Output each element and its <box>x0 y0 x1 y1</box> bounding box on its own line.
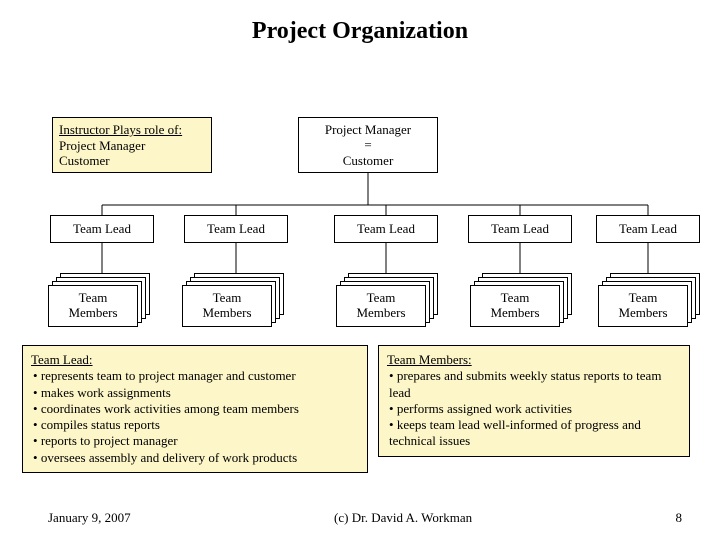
list-item: keeps team lead well-informed of progres… <box>389 417 681 450</box>
org-chart: Instructor Plays role of: Project Manage… <box>0 55 720 345</box>
team-members-label: TeamMembers <box>490 291 539 321</box>
instructor-line2: Customer <box>59 153 110 169</box>
footer-copyright: (c) Dr. David A. Workman <box>334 510 472 526</box>
page-title: Project Organization <box>0 0 720 55</box>
team-lead-box: Team Lead <box>596 215 700 243</box>
pm-line2: = <box>364 137 371 153</box>
list-item: reports to project manager <box>33 433 359 449</box>
team-members-desc-heading: Team Members: <box>387 352 472 367</box>
team-members-label: TeamMembers <box>618 291 667 321</box>
team-members-description: Team Members: prepares and submits weekl… <box>378 345 690 457</box>
team-lead-box: Team Lead <box>50 215 154 243</box>
team-lead-desc-list: represents team to project manager and c… <box>33 368 359 466</box>
team-members-label: TeamMembers <box>356 291 405 321</box>
list-item: compiles status reports <box>33 417 359 433</box>
footer: January 9, 2007 (c) Dr. David A. Workman… <box>0 510 720 526</box>
list-item: performs assigned work activities <box>389 401 681 417</box>
team-lead-desc-heading: Team Lead: <box>31 352 93 367</box>
team-lead-description: Team Lead: represents team to project ma… <box>22 345 368 473</box>
list-item: represents team to project manager and c… <box>33 368 359 384</box>
list-item: coordinates work activities among team m… <box>33 401 359 417</box>
team-members-label: TeamMembers <box>68 291 117 321</box>
instructor-role-box: Instructor Plays role of: Project Manage… <box>52 117 212 173</box>
project-manager-box: Project Manager = Customer <box>298 117 438 173</box>
instructor-line1: Project Manager <box>59 138 145 154</box>
team-lead-box: Team Lead <box>334 215 438 243</box>
list-item: prepares and submits weekly status repor… <box>389 368 681 401</box>
team-lead-box: Team Lead <box>184 215 288 243</box>
footer-page-number: 8 <box>675 510 682 526</box>
list-item: makes work assignments <box>33 385 359 401</box>
instructor-heading: Instructor Plays role of: <box>59 122 182 137</box>
team-lead-box: Team Lead <box>468 215 572 243</box>
footer-date: January 9, 2007 <box>48 510 131 526</box>
team-members-label: TeamMembers <box>202 291 251 321</box>
list-item: oversees assembly and delivery of work p… <box>33 450 359 466</box>
pm-line3: Customer <box>343 153 394 169</box>
pm-line1: Project Manager <box>325 122 411 138</box>
team-members-desc-list: prepares and submits weekly status repor… <box>389 368 681 449</box>
